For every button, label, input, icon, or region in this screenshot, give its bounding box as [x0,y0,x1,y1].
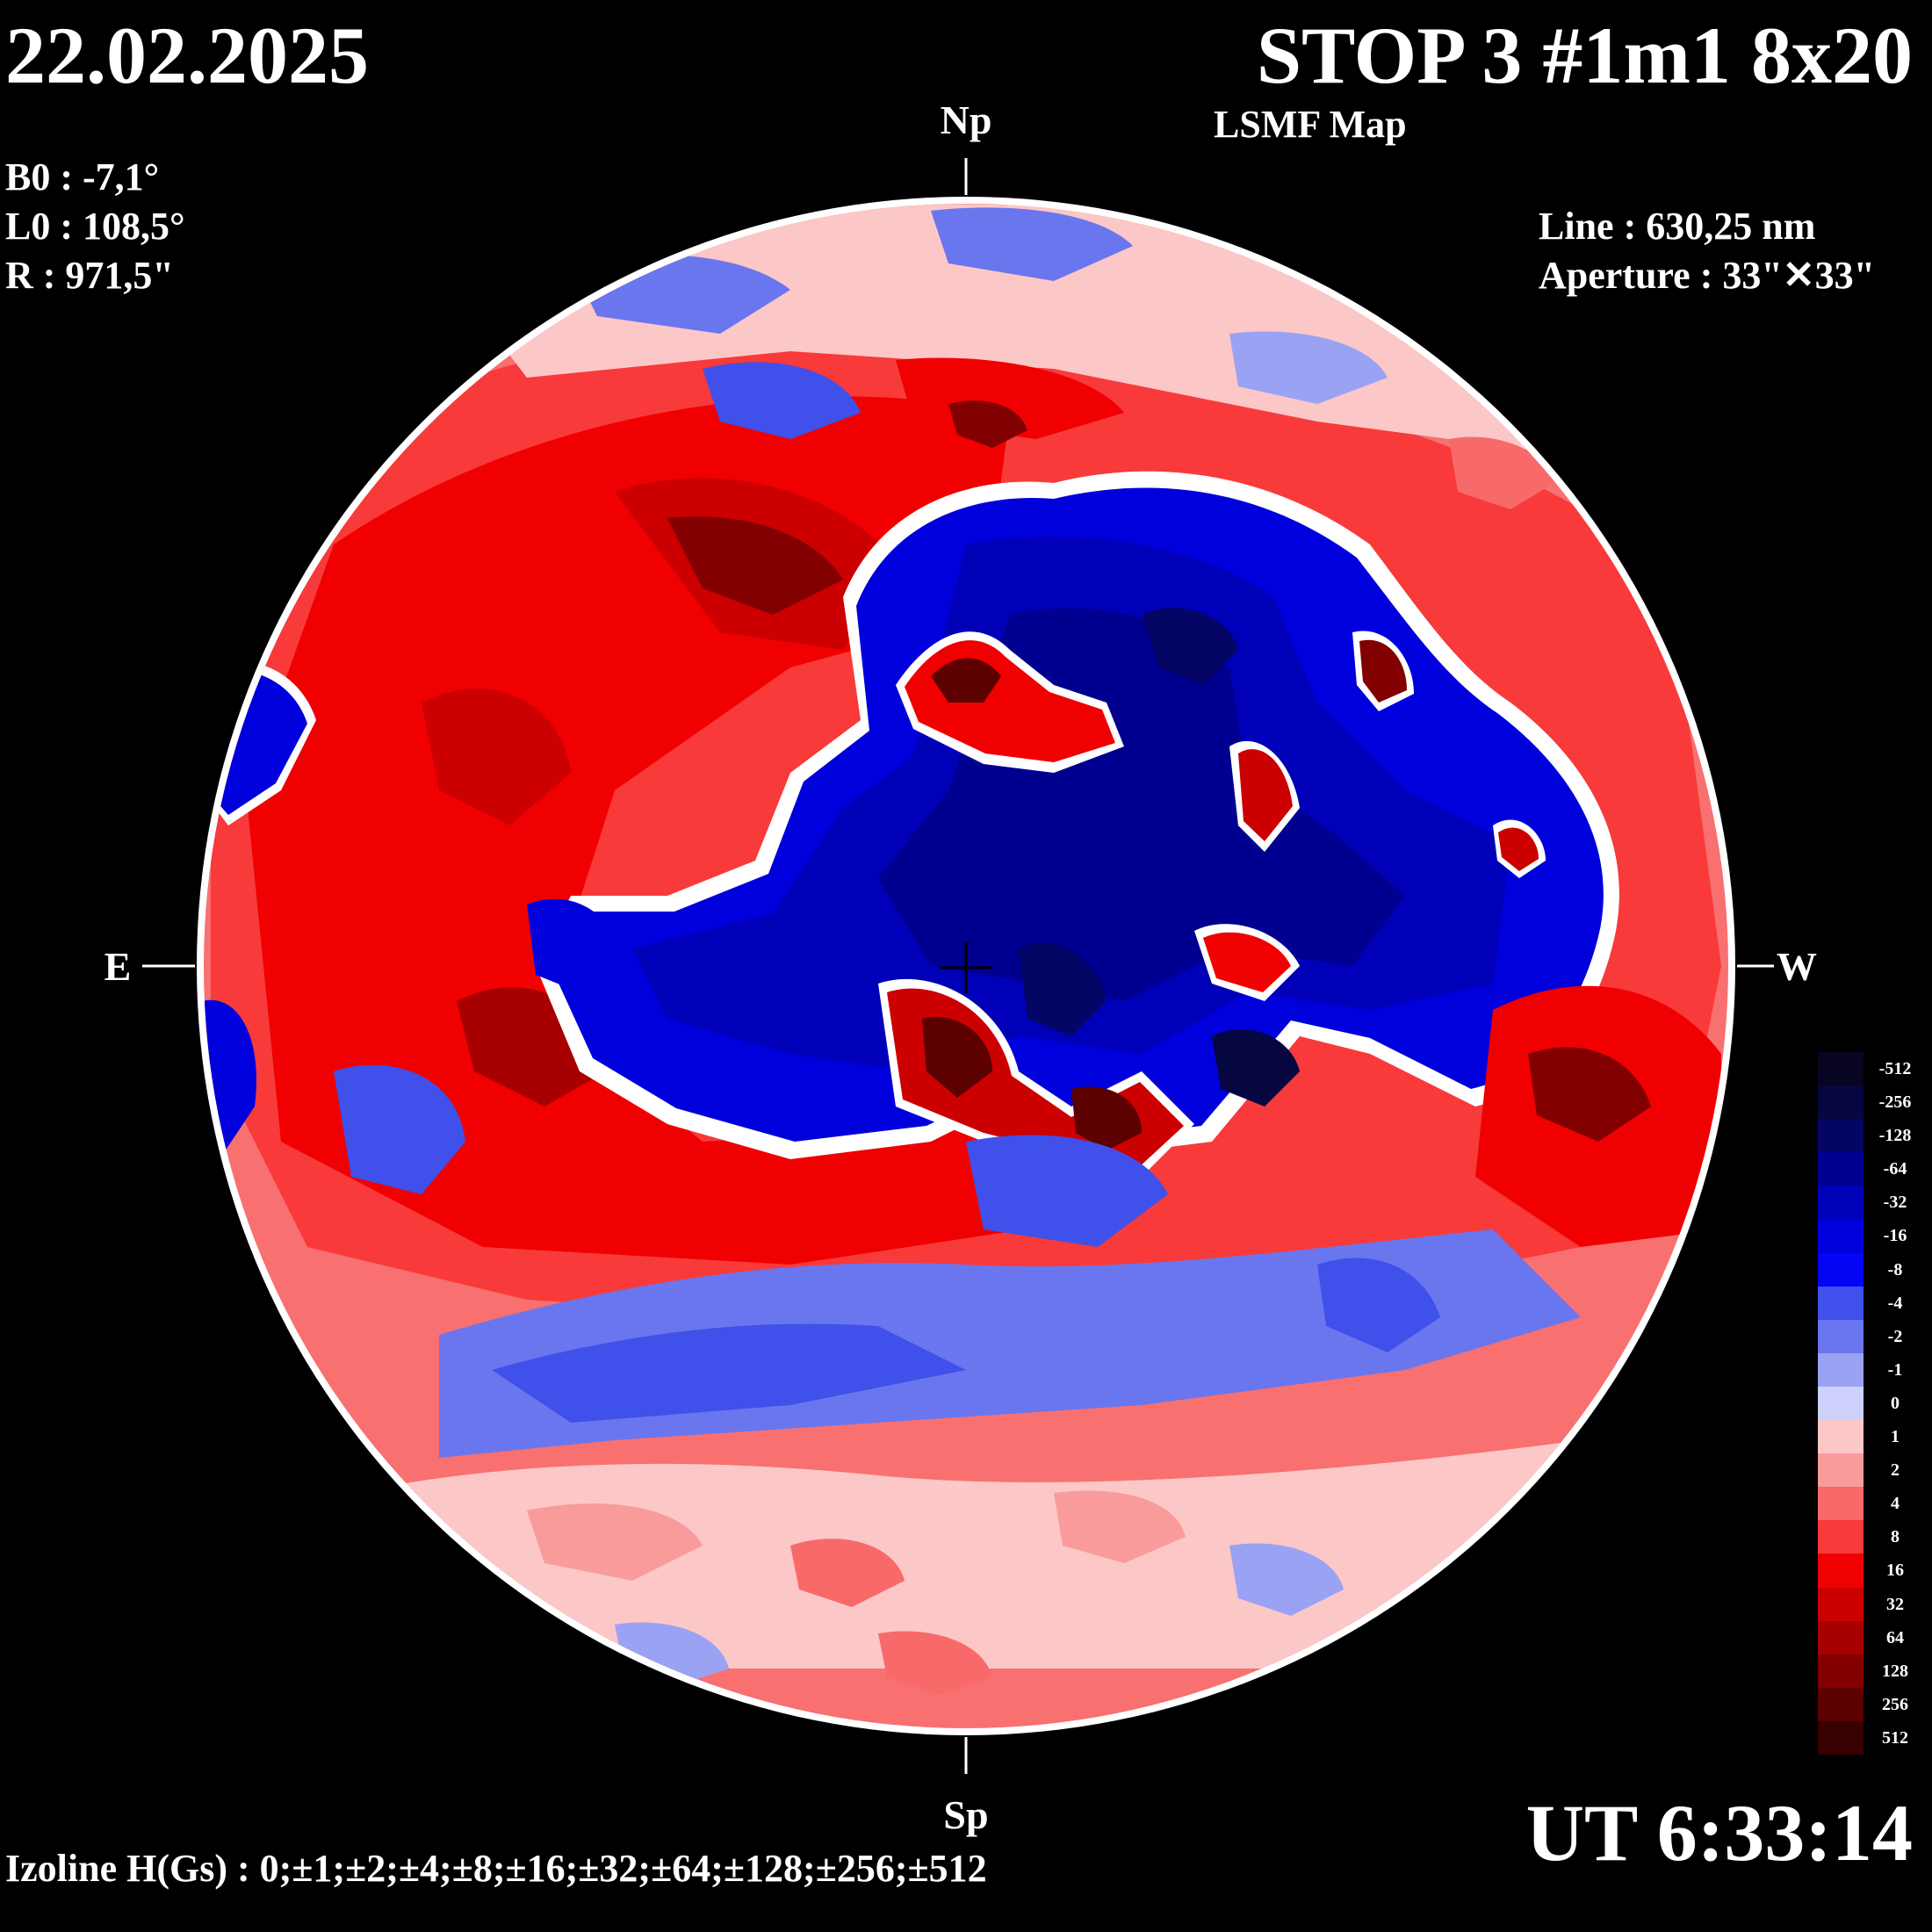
legend-level: 512 [1818,1720,1923,1755]
legend-level: 0 [1818,1386,1923,1421]
color-scale-legend: -512 -256 -128 -64 -32 -16 -8 -4 -2 -1 0 1 2 4 8 16 32 64… [1818,1052,1923,1755]
legend-swatch [1818,1085,1864,1120]
magnetic-field-pattern [204,204,1728,1728]
legend-label: 64 [1886,1627,1904,1647]
legend-label: -128 [1878,1126,1912,1146]
legend-swatch [1818,1319,1864,1353]
legend-level: -8 [1818,1252,1923,1287]
legend-swatch [1818,1386,1864,1421]
legend-swatch [1818,1252,1864,1287]
legend-swatch [1818,1720,1864,1755]
map-title: STOP 3 #1m1 8x20 [1256,11,1913,100]
b0-value: B0 : -7,1° [5,155,160,198]
legend-level: 128 [1818,1654,1923,1688]
legend-label: -4 [1887,1293,1903,1313]
legend-swatch [1818,1487,1864,1521]
legend-level: -256 [1818,1085,1923,1120]
legend-level: 16 [1818,1554,1923,1588]
legend-label: 512 [1882,1727,1908,1748]
legend-level: 4 [1818,1487,1923,1521]
legend-label: -512 [1878,1059,1912,1078]
legend-swatch [1818,1352,1864,1387]
legend-level: 1 [1818,1420,1923,1454]
legend-level: -32 [1818,1186,1923,1220]
legend-level: -128 [1818,1119,1923,1153]
legend-swatch [1818,1420,1864,1454]
legend-label: 2 [1891,1460,1900,1481]
spectral-line-value: Line : 630,25 nm [1539,205,1816,248]
legend-label: -8 [1887,1259,1903,1280]
legend-level: 256 [1818,1687,1923,1721]
legend-swatch [1818,1453,1864,1488]
legend-level: 32 [1818,1587,1923,1621]
legend-label: 0 [1891,1393,1900,1413]
legend-level: 64 [1818,1620,1923,1654]
legend-label: 16 [1886,1561,1904,1581]
legend-swatch [1818,1219,1864,1253]
legend-level: 8 [1818,1520,1923,1554]
legend-label: -2 [1887,1326,1903,1346]
legend-level: -4 [1818,1286,1923,1320]
legend-label: -256 [1878,1092,1912,1113]
radius-value: R : 971,5" [5,254,174,297]
south-pole-label: Sp [943,1792,988,1837]
north-pole-label: Np [941,97,992,142]
legend-level: -1 [1818,1352,1923,1387]
legend-level: -64 [1818,1152,1923,1186]
isoline-levels-caption: Izoline H(Gs) : 0;±1;±2;±4;±8;±16;±32;±6… [5,1847,987,1890]
legend-label: 256 [1882,1694,1908,1714]
legend-label: 1 [1891,1427,1900,1447]
legend-label: 8 [1891,1527,1900,1547]
legend-label: -16 [1883,1226,1907,1246]
legend-label: -32 [1883,1193,1907,1213]
legend-label: 4 [1891,1494,1900,1514]
legend-swatch [1818,1654,1864,1688]
legend-swatch [1818,1186,1864,1220]
observation-date: 22.02.2025 [5,11,369,100]
legend-level: 2 [1818,1453,1923,1488]
legend-label: -1 [1887,1359,1903,1380]
l0-value: L0 : 108,5° [5,205,185,248]
legend-label: -64 [1883,1159,1907,1179]
observation-time: UT 6:33:14 [1525,1788,1913,1878]
legend-level: -2 [1818,1319,1923,1353]
aperture-value: Aperture : 33"✕33" [1539,254,1876,297]
legend-swatch [1818,1520,1864,1554]
legend-swatch [1818,1052,1864,1086]
legend-swatch [1818,1587,1864,1621]
legend-swatch [1818,1286,1864,1320]
legend-swatch [1818,1119,1864,1153]
legend-swatch [1818,1152,1864,1186]
map-subtitle: LSMF Map [1214,103,1407,146]
legend-label: 32 [1886,1594,1904,1614]
legend-level: -512 [1818,1052,1923,1086]
legend-label: 128 [1882,1661,1908,1681]
legend-level: -16 [1818,1219,1923,1253]
west-label: W [1777,944,1817,989]
legend-swatch [1818,1687,1864,1721]
legend-swatch [1818,1554,1864,1588]
east-label: E [105,944,132,989]
legend-swatch [1818,1620,1864,1654]
